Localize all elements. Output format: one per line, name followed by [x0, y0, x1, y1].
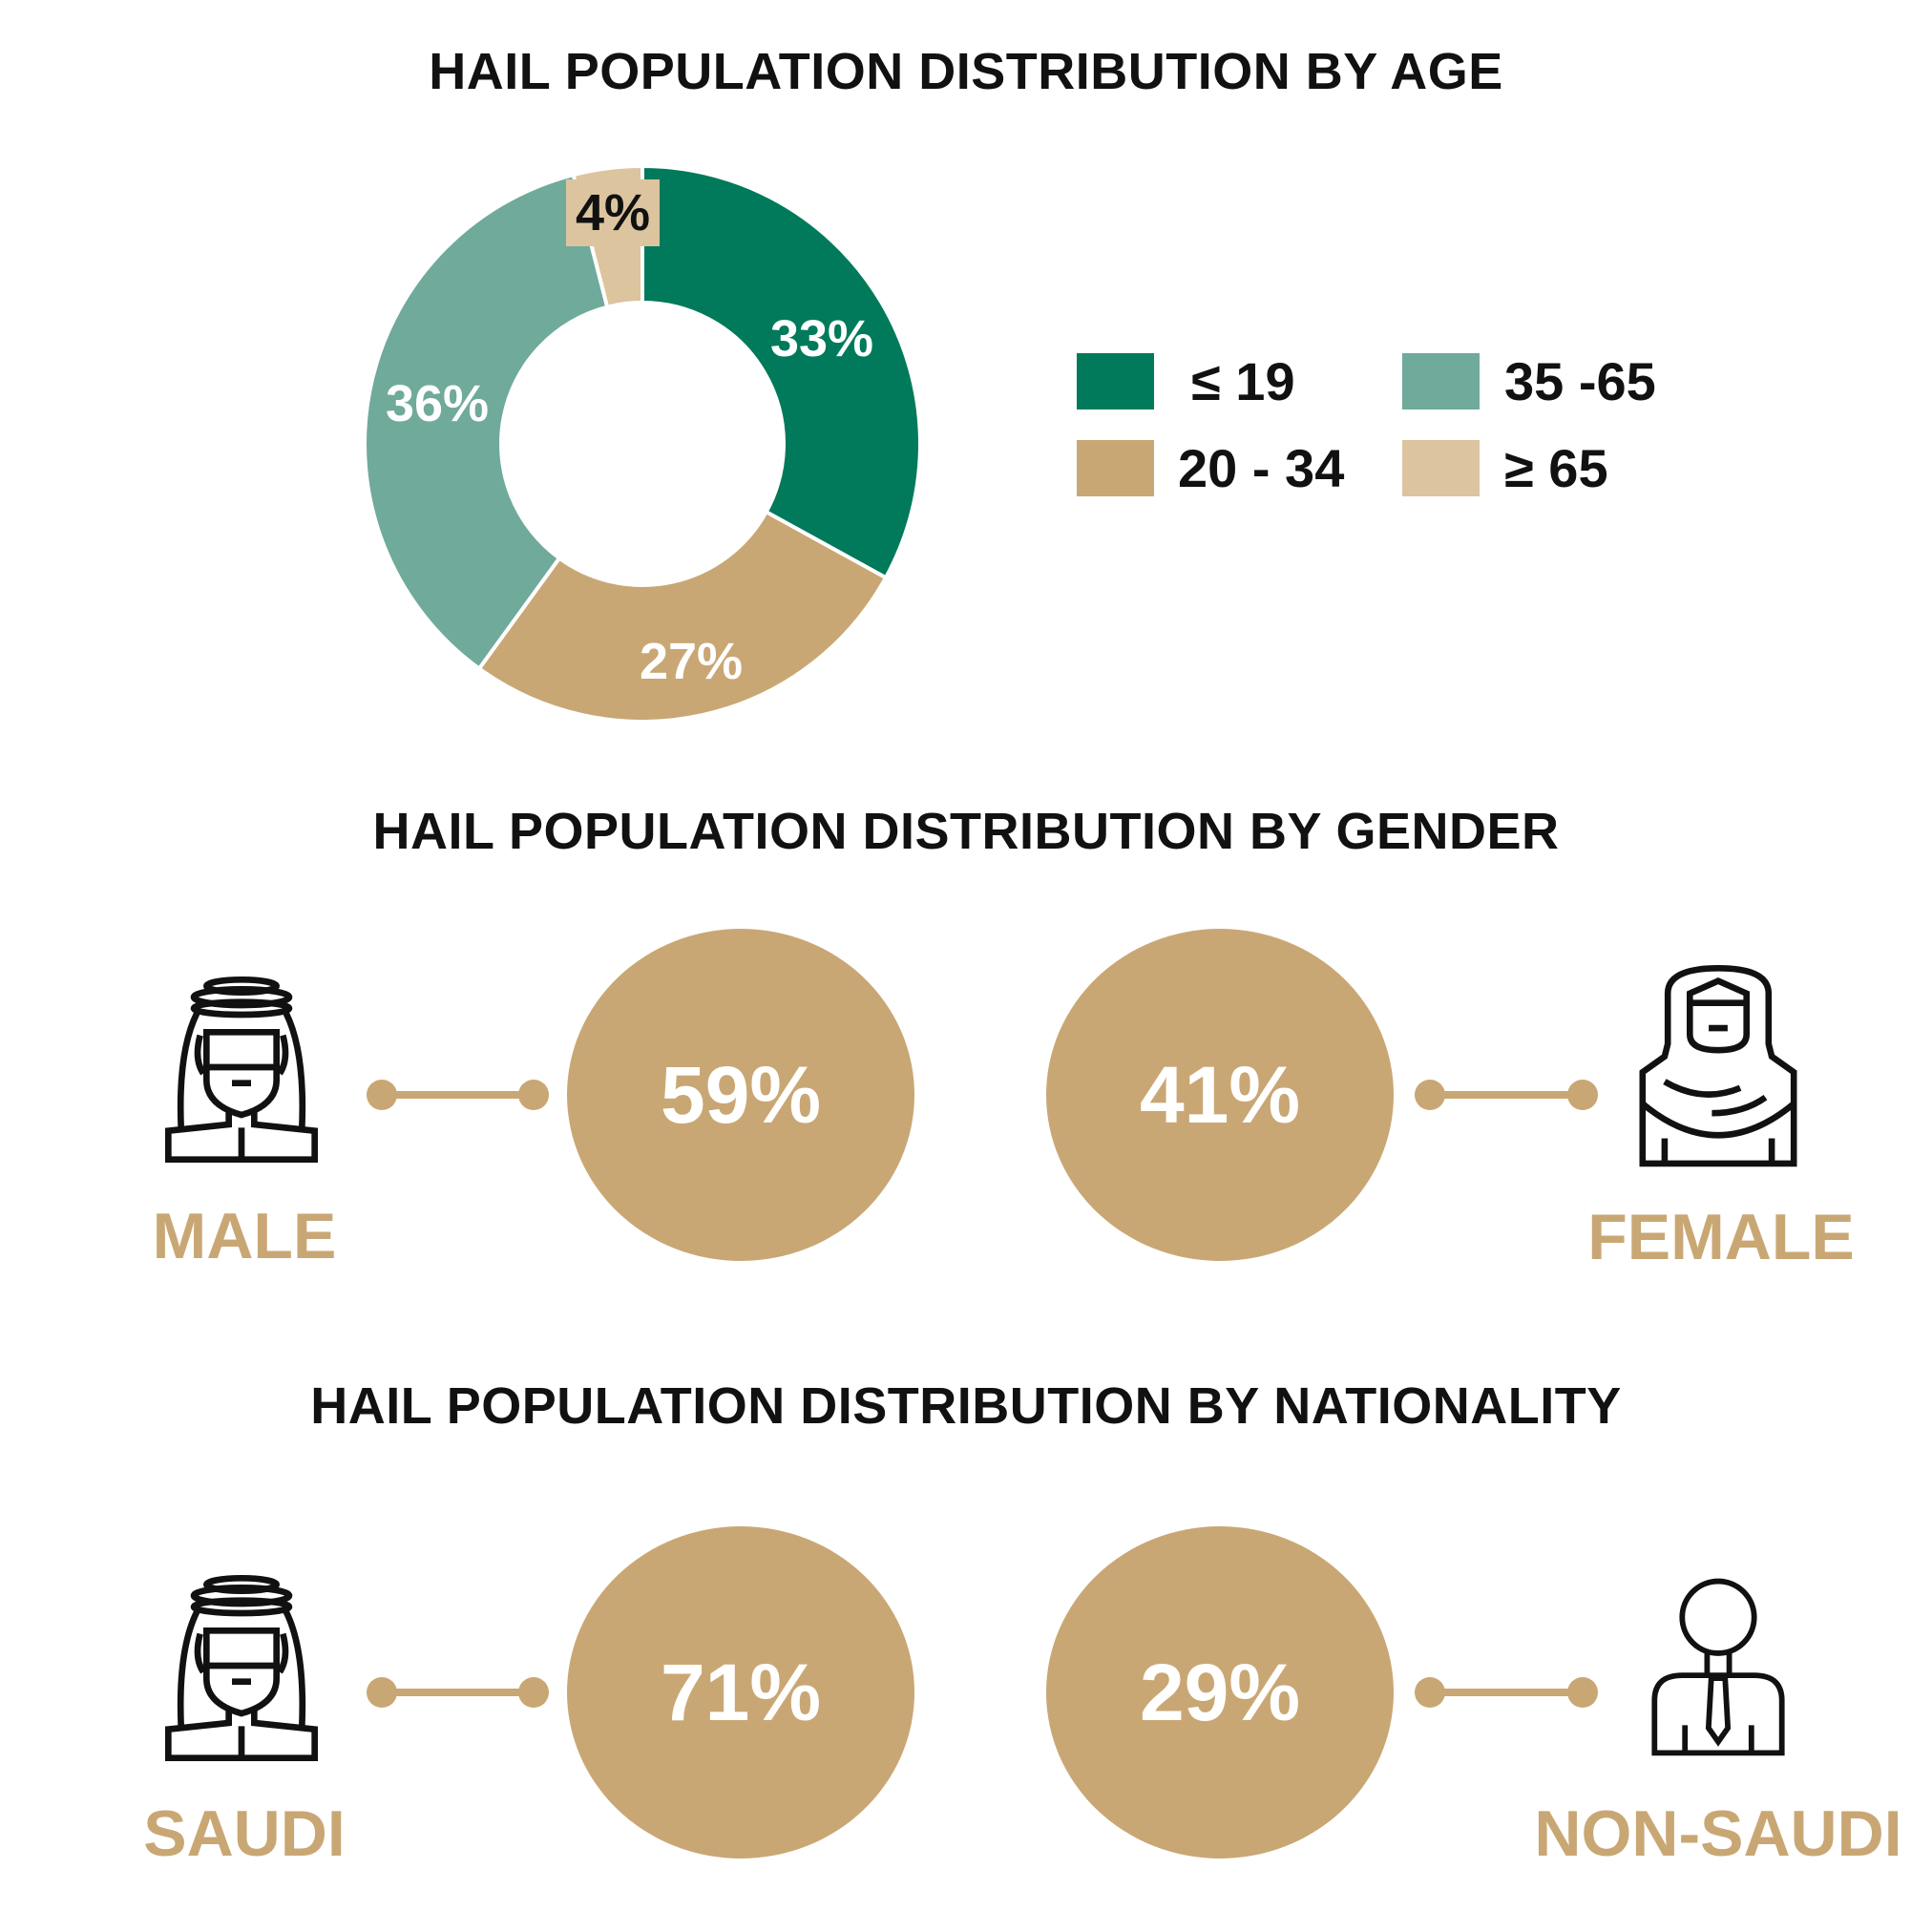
- female-percent-circle: 41%: [1046, 929, 1394, 1261]
- legend-label-35-65: 35 -65: [1504, 351, 1656, 411]
- female-label: FEMALE: [1587, 1201, 1855, 1273]
- businessman-icon: [1651, 1578, 1785, 1756]
- male-label: MALE: [152, 1200, 337, 1272]
- connector-line: [382, 1689, 534, 1696]
- hijab-woman-icon: [1639, 965, 1797, 1167]
- legend-swatch-65: [1402, 440, 1480, 496]
- gender-title: HAIL POPULATION DISTRIBUTION BY GENDER: [372, 803, 1560, 860]
- connector-dot: [518, 1677, 549, 1708]
- male-percent-circle: 59%: [567, 929, 914, 1261]
- donut-label-35-65: 36%: [385, 375, 490, 432]
- connector-line: [1430, 1689, 1583, 1696]
- donut-label-65: 4%: [565, 179, 661, 246]
- connector-line: [382, 1091, 534, 1099]
- slice-20-34: [476, 509, 889, 724]
- legend-swatch-20-34: [1077, 440, 1154, 496]
- legend-swatch-35-65: [1402, 353, 1480, 410]
- age-title: HAIL POPULATION DISTRIBUTION BY AGE: [429, 43, 1503, 100]
- saudi-label: SAUDI: [143, 1797, 346, 1870]
- saudi-percent-circle: 71%: [567, 1526, 914, 1858]
- slice-19: [640, 163, 922, 580]
- slice-35-65: [363, 172, 610, 672]
- connector-dot: [1567, 1677, 1598, 1708]
- nationality-title: HAIL POPULATION DISTRIBUTION BY NATIONAL…: [310, 1377, 1622, 1435]
- saudi-man-icon: [165, 976, 318, 1163]
- legend-label-65: ≥ 65: [1504, 438, 1608, 498]
- legend-label-20-34: 20 - 34: [1178, 438, 1345, 498]
- legend-label-19: ≤ 19: [1191, 351, 1295, 411]
- legend-swatch-19: [1077, 353, 1154, 410]
- connector-dot: [1567, 1080, 1598, 1110]
- non-saudi-label: NON-SAUDI: [1534, 1797, 1902, 1870]
- connector-line: [1430, 1091, 1583, 1099]
- donut-label-20-34: 27%: [639, 633, 744, 690]
- donut-label-19: 33%: [769, 310, 874, 368]
- connector-dot: [518, 1080, 549, 1110]
- saudi-man-icon: [165, 1575, 318, 1761]
- non-saudi-percent-circle: 29%: [1046, 1526, 1394, 1858]
